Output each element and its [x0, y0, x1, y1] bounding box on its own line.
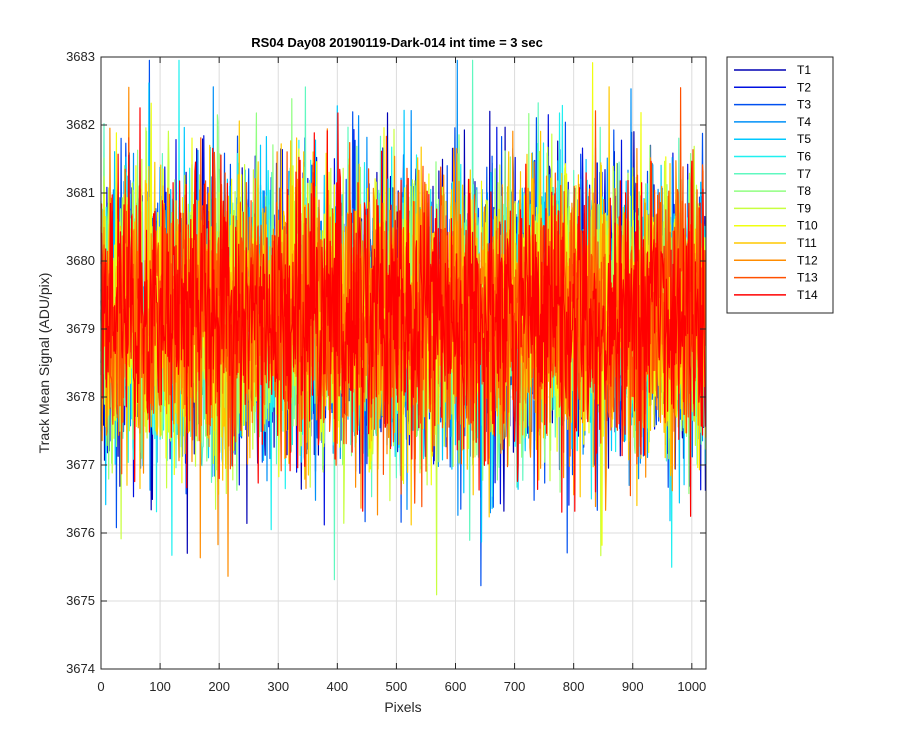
- plot-area: [100, 59, 706, 596]
- y-tick-label: 3679: [66, 321, 95, 336]
- legend-label-t8: T8: [797, 184, 811, 198]
- y-tick-label: 3676: [66, 525, 95, 540]
- legend-label-t12: T12: [797, 253, 818, 267]
- x-tick-label: 800: [563, 679, 585, 694]
- y-tick-label: 3678: [66, 389, 95, 404]
- legend-label-t2: T2: [797, 80, 811, 94]
- y-tick-label: 3674: [66, 661, 95, 676]
- y-tick-label: 3677: [66, 457, 95, 472]
- series-line-t13: [100, 87, 706, 508]
- y-tick-label: 3680: [66, 253, 95, 268]
- x-tick-label: 100: [149, 679, 171, 694]
- legend-label-t7: T7: [797, 167, 811, 181]
- legend-label-t1: T1: [797, 63, 811, 77]
- y-tick-label: 3675: [66, 593, 95, 608]
- legend-label-t9: T9: [797, 201, 811, 215]
- legend-label-t3: T3: [797, 98, 811, 112]
- axis-ticks: 0 100 200 300 400 500 600 700 800 900 1000 3674 3675…: [66, 49, 706, 694]
- legend-label-t6: T6: [797, 150, 811, 164]
- legend-label-t4: T4: [797, 115, 811, 129]
- legend-label-t13: T13: [797, 271, 818, 285]
- chart-title: RS04 Day08 20190119-Dark-014 int time = …: [251, 35, 543, 50]
- legend-label-t5: T5: [797, 132, 811, 146]
- x-tick-label: 300: [267, 679, 289, 694]
- legend: T1 T2 T3 T4 T5 T6 T7 T8 T9 T10 T11 T12 T13 T14: [726, 56, 834, 314]
- y-tick-label: 3681: [66, 185, 95, 200]
- axes-box: [100, 56, 707, 670]
- x-tick-label: 700: [504, 679, 526, 694]
- x-tick-label: 1000: [677, 679, 706, 694]
- x-axis-label: Pixels: [384, 699, 421, 715]
- legend-label-t11: T11: [797, 236, 817, 250]
- x-tick-label: 200: [208, 679, 230, 694]
- x-tick-label: 500: [386, 679, 408, 694]
- x-tick-label: 0: [97, 679, 104, 694]
- x-tick-label: 900: [622, 679, 644, 694]
- y-axis-label: Track Mean Signal (ADU/pix): [36, 273, 52, 454]
- x-tick-label: 600: [445, 679, 467, 694]
- legend-label-t14: T14: [797, 288, 818, 302]
- x-tick-label: 400: [326, 679, 348, 694]
- y-tick-label: 3682: [66, 117, 95, 132]
- series-line-t14: [100, 107, 706, 517]
- y-tick-label: 3683: [66, 49, 95, 64]
- legend-box: [726, 56, 834, 314]
- legend-label-t10: T10: [797, 219, 818, 233]
